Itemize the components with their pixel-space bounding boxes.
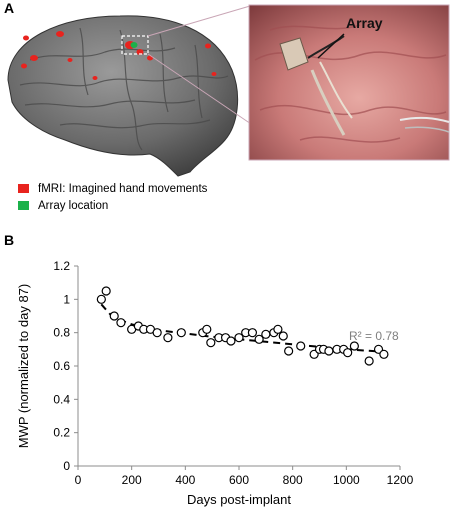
- data-point: [343, 348, 353, 358]
- data-point: [247, 328, 258, 338]
- surgical-photo: Array: [248, 4, 450, 161]
- x-tick-label: 800: [283, 473, 303, 487]
- panel-letter-a: A: [4, 0, 15, 16]
- legend-label-fmri: fMRI: Imagined hand movements: [38, 182, 208, 195]
- x-tick-label: 400: [175, 473, 195, 487]
- data-point: [96, 294, 106, 304]
- mwp-scatter-chart: 0 200 400 600 800 1000 1200 0 0.2 0.4 0.6 0.8 1 1.2 R…: [16, 259, 414, 507]
- legend-swatch-green: [18, 201, 29, 210]
- data-point: [101, 286, 111, 296]
- y-tick-label: 0: [63, 459, 70, 473]
- x-tick-label: 600: [229, 473, 249, 487]
- x-tick-label: 0: [75, 473, 82, 487]
- data-point: [109, 311, 119, 321]
- array-location-box: [121, 35, 149, 55]
- data-point: [163, 333, 173, 343]
- legend: fMRI: Imagined hand movements Array loca…: [18, 180, 207, 214]
- array-location-marker: [130, 42, 138, 48]
- data-point: [202, 324, 212, 334]
- x-axis-label: Days post-implant: [187, 492, 291, 507]
- data-point: [296, 341, 306, 351]
- brain-render: [7, 15, 239, 177]
- array-label: Array: [346, 15, 383, 31]
- legend-item-fmri: fMRI: Imagined hand movements: [18, 180, 207, 197]
- data-point: [284, 346, 294, 356]
- data-point: [364, 356, 374, 366]
- y-tick-label: 0.8: [53, 326, 70, 340]
- data-point: [116, 318, 126, 328]
- x-tick-label: 1000: [333, 473, 360, 487]
- y-tick-label: 0.2: [53, 426, 70, 440]
- data-point: [254, 334, 264, 344]
- legend-swatch-red: [18, 184, 29, 193]
- x-tick-label: 1200: [387, 473, 414, 487]
- y-axis-label: MWP (normalized to day 87): [16, 284, 31, 449]
- data-point: [226, 336, 236, 346]
- data-point: [206, 338, 216, 348]
- y-tick-label: 1.2: [53, 259, 70, 273]
- data-point: [349, 341, 359, 351]
- data-point: [278, 331, 288, 341]
- y-tick-label: 0.4: [53, 392, 70, 406]
- data-point: [273, 324, 283, 334]
- data-point: [234, 333, 244, 343]
- panel-letter-b: B: [4, 232, 15, 248]
- panel-a-figure: Array: [7, 4, 450, 177]
- data-point: [176, 328, 186, 338]
- legend-label-array: Array location: [38, 199, 109, 212]
- legend-item-array: Array location: [18, 197, 207, 214]
- data-point: [261, 329, 271, 339]
- data-point: [379, 349, 389, 359]
- x-tick-label: 200: [122, 473, 142, 487]
- y-tick-label: 1: [63, 292, 70, 306]
- data-point: [324, 346, 334, 356]
- data-point: [152, 328, 162, 338]
- r-squared-annotation: R² = 0.78: [349, 329, 399, 343]
- y-tick-label: 0.6: [53, 359, 70, 373]
